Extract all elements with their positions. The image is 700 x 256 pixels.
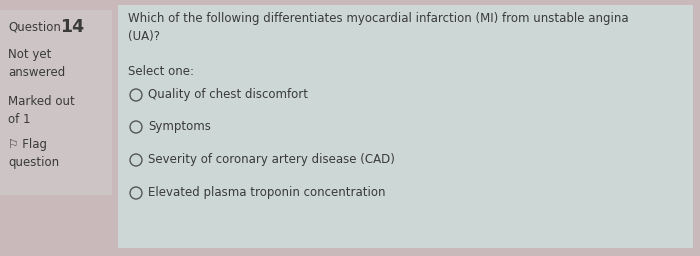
- Text: Question: Question: [8, 20, 61, 33]
- Text: Severity of coronary artery disease (CAD): Severity of coronary artery disease (CAD…: [148, 153, 395, 166]
- Text: 14: 14: [60, 18, 84, 36]
- Text: Quality of chest discomfort: Quality of chest discomfort: [148, 88, 308, 101]
- Bar: [118, 5, 693, 248]
- Text: Which of the following differentiates myocardial infarction (MI) from unstable a: Which of the following differentiates my…: [128, 12, 629, 25]
- Text: ⚐ Flag
question: ⚐ Flag question: [8, 138, 59, 169]
- Text: Not yet
answered: Not yet answered: [8, 48, 65, 79]
- Text: Elevated plasma troponin concentration: Elevated plasma troponin concentration: [148, 186, 386, 199]
- Text: Symptoms: Symptoms: [148, 120, 211, 133]
- Text: Select one:: Select one:: [128, 65, 194, 78]
- Text: Marked out
of 1: Marked out of 1: [8, 95, 75, 126]
- Bar: [0, 10, 112, 195]
- Text: (UA)?: (UA)?: [128, 30, 160, 43]
